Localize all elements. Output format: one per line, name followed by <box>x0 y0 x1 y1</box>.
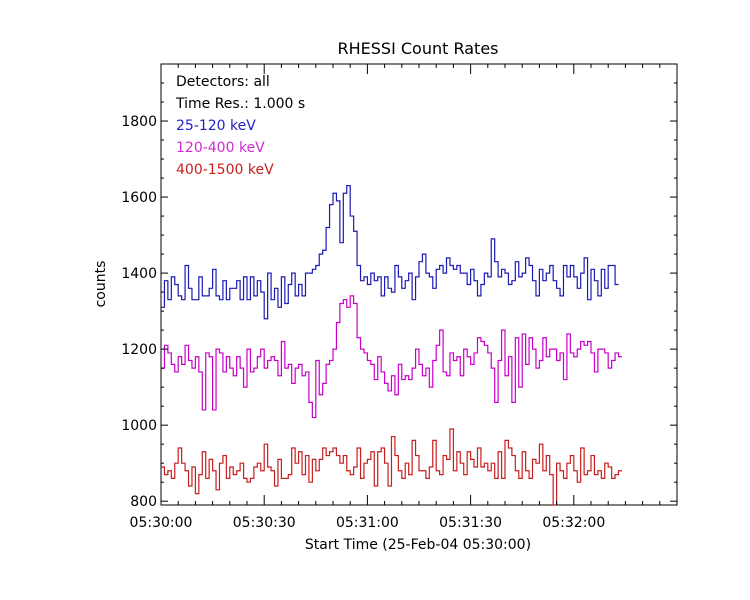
y-tick-label: 1400 <box>121 266 157 282</box>
legend-series-2: 120-400 keV <box>176 140 265 156</box>
x-tick-label: 05:30:30 <box>233 515 296 531</box>
legend-detectors: Detectors: all <box>176 74 270 90</box>
y-axis-label: counts <box>93 261 109 308</box>
series-line-2 <box>161 295 622 419</box>
y-tick-label: 1600 <box>121 190 157 206</box>
legend-time-res: Time Res.: 1.000 s <box>175 96 305 112</box>
y-tick-label: 800 <box>130 494 157 510</box>
y-tick-label: 1200 <box>121 342 157 358</box>
y-tick-label: 1800 <box>121 114 157 130</box>
x-tick-label: 05:30:00 <box>130 515 193 531</box>
series-line-3 <box>161 428 622 506</box>
x-axis-label: Start Time (25-Feb-04 05:30:00) <box>305 537 531 553</box>
legend: Detectors: all Time Res.: 1.000 s 25-120… <box>175 74 305 178</box>
x-tick-label: 05:31:00 <box>336 515 399 531</box>
x-tick-label: 05:32:00 <box>542 515 605 531</box>
legend-series-1: 25-120 keV <box>176 118 256 134</box>
x-tick-label: 05:31:30 <box>439 515 502 531</box>
x-axis: 05:30:00 05:30:30 05:31:00 05:31:30 05:32:00 <box>130 64 661 531</box>
y-axis: 800 1000 1200 1400 1600 1800 <box>121 82 677 510</box>
chart-title: RHESSI Count Rates <box>338 39 499 58</box>
series-line-1 <box>161 185 619 320</box>
y-tick-label: 1000 <box>121 418 157 434</box>
series-layer <box>161 185 622 506</box>
legend-series-3: 400-1500 keV <box>176 162 274 178</box>
